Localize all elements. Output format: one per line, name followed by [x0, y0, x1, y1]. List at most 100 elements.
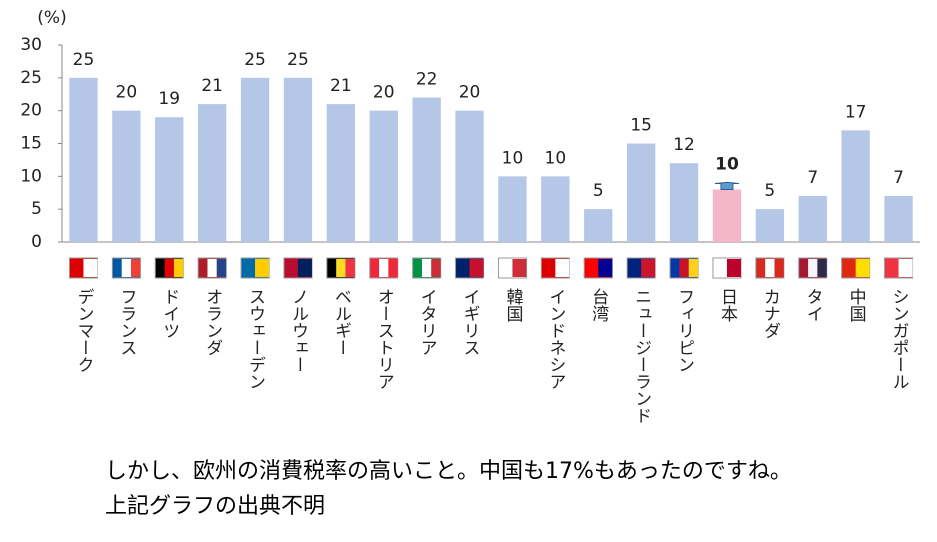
value-label: 25 [244, 50, 266, 70]
x-tick-label: インドネシア [545, 288, 565, 390]
y-tick-label: 5 [31, 199, 42, 219]
bar [455, 110, 484, 243]
flag-part [164, 259, 174, 277]
value-label: 25 [287, 50, 309, 70]
flag-part [808, 259, 818, 277]
y-tick-label: 20 [20, 101, 42, 121]
flag-part [297, 259, 312, 277]
y-tick-label: 0 [31, 232, 42, 252]
flag-part [688, 259, 699, 277]
x-tick-label: ベルギー [331, 288, 351, 356]
x-tick-label: ドイツ [159, 288, 179, 339]
x-tick-label: フィリピン [674, 288, 694, 373]
caption: 上記グラフの出典不明 [105, 494, 325, 519]
x-tick-label: オーストリア [374, 288, 394, 390]
x-tick-label: ノルウェー [288, 288, 308, 373]
bar [584, 209, 613, 242]
y-tick-label: 10 [20, 166, 42, 186]
bar [798, 196, 827, 242]
bar [541, 176, 570, 242]
arrow [714, 181, 739, 190]
x-tick-label: イタリア [417, 288, 437, 356]
value-label: 25 [73, 50, 95, 70]
value-label: 5 [764, 181, 775, 201]
y-axis-label: (%) [37, 8, 66, 28]
x-tick-label: カナダ [760, 288, 780, 339]
value-label: 12 [673, 135, 695, 155]
flag-part [421, 259, 432, 277]
flag-part [469, 259, 484, 277]
x-tick-label: シンガポール [889, 288, 909, 390]
flag-part [679, 259, 689, 277]
value-label: 7 [807, 168, 818, 188]
flag-part [555, 259, 570, 277]
bar [755, 209, 785, 242]
flag-part [817, 259, 827, 277]
x-tick-label: イギリス [460, 288, 480, 356]
flag-part [216, 259, 227, 277]
value-label: 10 [545, 148, 567, 168]
flag-part [388, 259, 398, 277]
bar [69, 77, 98, 242]
bar [841, 130, 870, 242]
value-label: 19 [158, 89, 180, 109]
flag-part [379, 259, 389, 277]
value-label: 15 [630, 116, 652, 136]
y-tick-label: 25 [20, 68, 42, 88]
bar [669, 163, 699, 242]
bar [712, 189, 742, 242]
x-tick-label: スウェーデン [245, 288, 265, 390]
x-tick-label: オランダ [202, 288, 222, 356]
flag-part [855, 259, 870, 277]
flag-part [255, 259, 270, 277]
x-tick-label: 韓国 [502, 288, 523, 322]
x-tick-label: 中国 [846, 288, 866, 322]
x-tick-label: タイ [803, 288, 823, 322]
caption: しかし、欧州の消費税率の高いこと。中国も17%もあったのですね。 [105, 459, 792, 484]
flag-part [726, 259, 741, 277]
bar [884, 196, 913, 242]
flag-part [131, 259, 141, 277]
bar [240, 77, 270, 242]
flag-part [598, 259, 613, 277]
flag-part [83, 259, 98, 277]
x-tick-label: フランス [116, 288, 136, 356]
value-label: 20 [373, 83, 395, 103]
value-label: 17 [845, 102, 867, 122]
bar [412, 97, 441, 243]
bar [369, 110, 398, 243]
flag-part [774, 259, 784, 277]
bar [155, 117, 184, 242]
flag-part [207, 259, 217, 277]
value-label: 21 [330, 76, 352, 96]
value-label: 5 [593, 181, 604, 201]
flag-part [336, 259, 346, 277]
x-tick-label: 台湾 [588, 288, 609, 323]
flag-part [173, 259, 184, 277]
value-label: 21 [201, 76, 223, 96]
bar [326, 104, 356, 242]
x-tick-label: ニュージーランド [631, 288, 651, 424]
flag-part [431, 259, 441, 277]
bar [197, 104, 227, 242]
flag-part [345, 259, 355, 277]
flag-part [512, 259, 527, 277]
value-label: 20 [459, 83, 481, 103]
x-tick-label: デンマーク [73, 288, 93, 373]
bar [626, 143, 656, 242]
value-label: 20 [116, 83, 138, 103]
bar [283, 77, 313, 242]
value-label: 7 [893, 168, 904, 188]
target-label: 10 [715, 154, 739, 174]
x-tick-label: 日本 [717, 288, 738, 322]
y-tick-label: 30 [20, 35, 42, 55]
flag-part [121, 259, 132, 277]
flag-part [641, 259, 656, 277]
bar [112, 110, 141, 243]
y-tick-label: 15 [20, 134, 42, 154]
flag-part [765, 259, 775, 277]
flag-part [898, 259, 913, 277]
value-label: 22 [416, 70, 438, 90]
